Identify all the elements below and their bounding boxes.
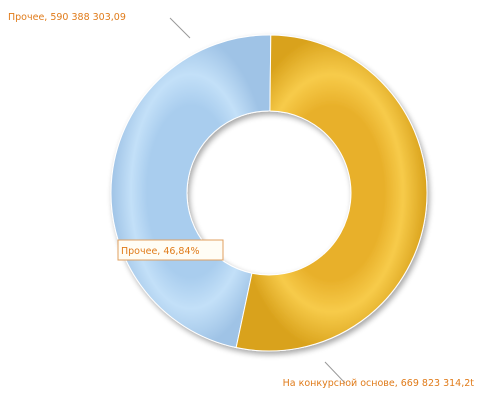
tooltip-text: Прочее, 46,84%	[121, 246, 200, 257]
slice-label-1: На конкурсной основе, 669 823 314,2t	[283, 378, 475, 389]
slice-label-0: Прочее, 590 388 303,09	[8, 12, 126, 23]
leader-lines	[169, 17, 346, 384]
leader-line-1	[324, 361, 346, 384]
slice-1[interactable]	[235, 34, 428, 352]
slice-labels: Прочее, 590 388 303,09 На конкурсной осно…	[8, 12, 474, 389]
leader-line-0	[169, 17, 191, 39]
slice-0[interactable]	[110, 34, 272, 349]
donut-slices	[110, 34, 428, 352]
tooltip: Прочее, 46,84%	[117, 239, 224, 261]
tooltip-box	[117, 239, 224, 261]
